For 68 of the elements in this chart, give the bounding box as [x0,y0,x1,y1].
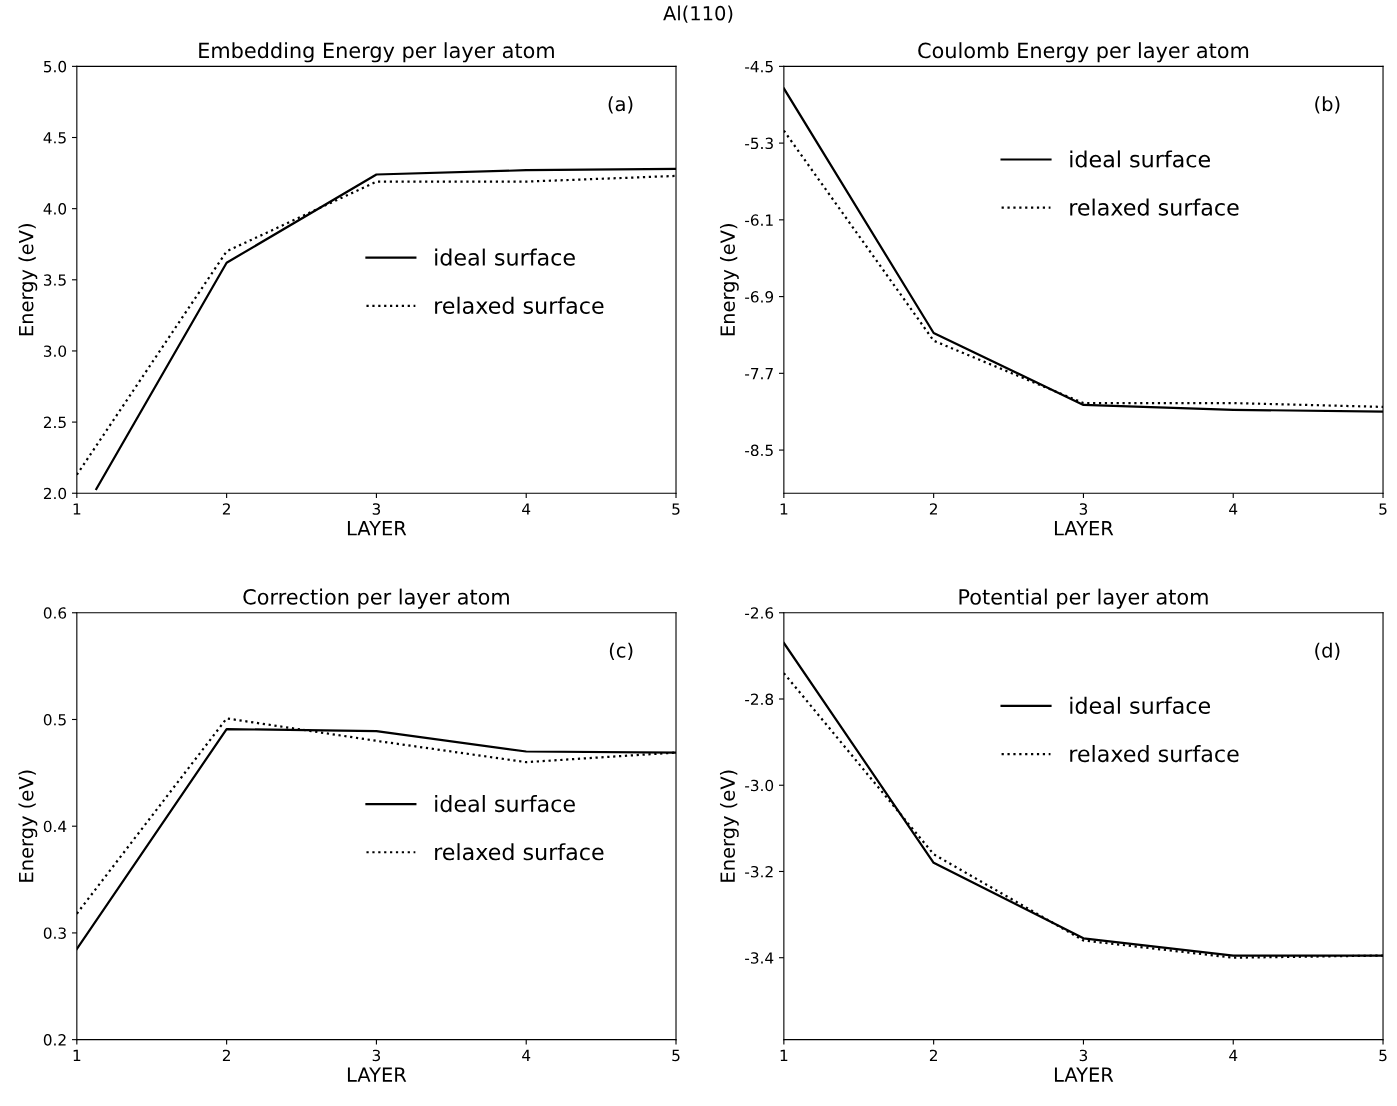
x-tick-label: 1 [780,503,788,515]
x-tick-label: 3 [372,503,381,515]
annotation: (d) [1315,642,1340,660]
x-tick-label: 4 [522,503,531,515]
y-tick-label: 4.5 [43,132,66,144]
chart-title: Embedding Energy per layer atom [199,42,554,63]
x-axis-title: LAYER [1054,521,1114,536]
chart-title: Potential per layer atom [959,588,1208,609]
x-axis-title: LAYER [1054,1067,1114,1082]
legend-label: relaxed surface [435,843,604,861]
y-tick-label: 0.2 [43,1034,66,1046]
chart-subtitle: Al(110) [663,5,733,23]
x-tick-label: 5 [672,503,680,515]
legend-label: ideal surface [435,794,575,813]
x-tick-label: 2 [929,503,937,515]
y-tick-label: -3.0 [745,779,774,792]
x-tick-label: 3 [1079,503,1088,515]
x-tick-label: 1 [73,1049,81,1061]
legend-label: ideal surface [1070,150,1211,168]
y-axis-title: Energy (eV) [719,770,739,882]
y-tick-label: -2.8 [745,693,774,706]
legend-label: relaxed surface [1070,198,1239,216]
annotation: (a) [608,96,633,114]
y-tick-label: 3.5 [43,274,66,286]
y-tick-label: 4.0 [43,203,67,215]
x-tick-label: 3 [372,1049,381,1062]
y-tick-label: -8.5 [745,444,773,457]
y-tick-label: -3.4 [745,952,774,964]
y-axis-title: Energy (eV) [18,770,38,882]
y-tick-label: -6.1 [745,214,773,226]
x-tick-label: 4 [522,1049,531,1061]
x-tick-label: 5 [672,1049,680,1062]
chart-title: Correction per layer atom [243,588,509,609]
y-tick-label: -5.3 [745,137,773,150]
x-tick-label: 2 [222,1049,230,1061]
y-tick-label: -2.6 [745,607,774,619]
y-tick-label: 5.0 [44,60,67,73]
x-tick-label: 2 [929,1049,937,1061]
x-tick-label: 5 [1379,503,1387,515]
y-tick-label: 0.5 [43,713,66,726]
y-tick-label: -4.5 [745,61,773,73]
x-tick-label: 4 [1229,503,1238,515]
legend-label: ideal surface [435,248,575,266]
y-tick-label: -7.7 [745,367,773,380]
y-tick-label: -6.9 [745,291,774,303]
x-axis-title: LAYER [347,1067,407,1082]
y-tick-label: 0.6 [43,607,67,619]
annotation: (b) [1315,96,1340,114]
y-tick-label: 0.3 [43,927,66,939]
chart-title: Coulomb Energy per layer atom [918,42,1249,63]
x-axis-title: LAYER [347,521,407,536]
y-tick-label: 2.0 [43,487,67,500]
x-tick-label: 4 [1229,1049,1238,1061]
x-tick-label: 5 [1379,1049,1387,1062]
y-axis-title: Energy (eV) [18,224,38,336]
x-tick-label: 1 [780,1049,788,1061]
x-tick-label: 1 [73,503,81,515]
legend-label: ideal surface [1070,696,1211,714]
y-tick-label: 0.4 [43,820,67,833]
legend-label: relaxed surface [435,296,604,314]
y-tick-label: 3.0 [43,345,67,357]
x-tick-label: 3 [1079,1049,1088,1062]
y-tick-label: -3.2 [745,865,773,878]
x-tick-label: 2 [222,503,230,515]
legend-label: relaxed surface [1070,744,1239,763]
annotation: (c) [609,642,633,660]
y-tick-label: 2.5 [43,416,66,429]
y-axis-title: Energy (eV) [719,224,739,336]
